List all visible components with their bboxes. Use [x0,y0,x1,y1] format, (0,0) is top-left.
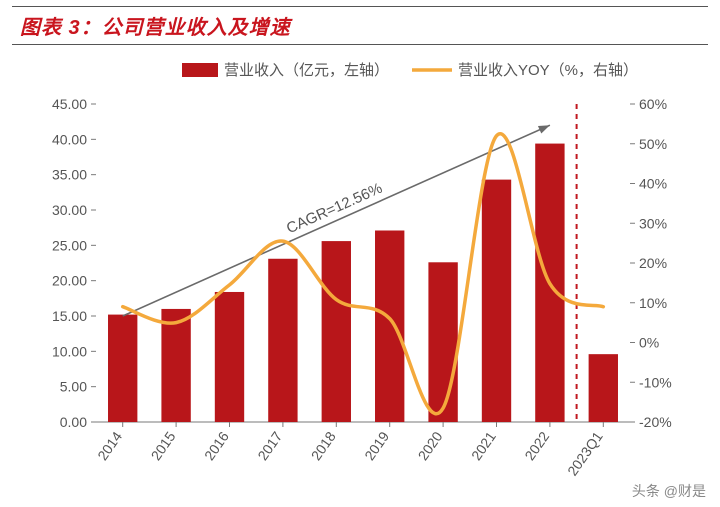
y-left-tick: 10.00 [52,343,87,359]
y-right-tick: 60% [639,96,667,112]
y-left-tick: 15.00 [52,308,87,324]
y-right-tick: 30% [639,215,667,231]
yoy-line [123,134,604,414]
y-right-tick: 50% [639,136,667,152]
y-left-tick: 5.00 [60,379,87,395]
combo-chart: 营业收入（亿元，左轴） 营业收入YOY（%，右轴） 0.00 5.00 10.00 15.… [32,54,692,484]
bar [268,259,297,422]
cagr-annotation: CAGR=12.56% [284,180,385,238]
x-tick-label: 2014 [94,428,125,463]
y-right-tick: 0% [639,335,659,351]
x-tick-label: 2018 [308,428,339,463]
bar [482,180,511,422]
y-right-tick: 10% [639,295,667,311]
x-tick-label: 2017 [254,428,285,463]
trend-arrow-head [538,125,550,133]
y-right-tick: -20% [639,414,672,430]
watermark: 头条 @财是 [632,481,706,501]
legend-line-label: 营业收入YOY（%，右轴） [458,62,638,79]
chart-container: 营业收入（亿元，左轴） 营业收入YOY（%，右轴） 0.00 5.00 10.00 15.… [32,54,692,484]
x-tick-label: 2023Q1 [564,428,606,478]
chart-title: 图表 3：公司营业收入及增速 [20,17,291,39]
y-right-tick: 20% [639,255,667,271]
bar [322,241,351,422]
bar [375,230,404,422]
bar [589,354,618,422]
y-right-tick: -10% [639,374,672,390]
x-tick-label: 2022 [521,428,552,463]
y-left-tick: 30.00 [52,202,87,218]
bar [108,315,137,422]
bar [215,292,244,422]
y-left-tick: 20.00 [52,273,87,289]
x-tick-label: 2020 [415,428,446,463]
y-left-tick: 35.00 [52,167,87,183]
x-tick-label: 2015 [148,428,179,463]
bar [428,262,457,422]
x-tick-label: 2016 [201,428,232,463]
y-left-tick: 45.00 [52,96,87,112]
chart-title-bar: 图表 3：公司营业收入及增速 [12,6,708,45]
y-left-tick: 40.00 [52,131,87,147]
y-left-tick: 0.00 [60,414,87,430]
y-right-tick: 40% [639,176,667,192]
x-tick-label: 2021 [468,428,499,463]
bar [161,309,190,422]
x-tick-label: 2019 [361,428,392,463]
y-left-tick: 25.00 [52,237,87,253]
legend-bar-label: 营业收入（亿元，左轴） [224,62,389,79]
legend-bar-swatch [182,63,218,77]
